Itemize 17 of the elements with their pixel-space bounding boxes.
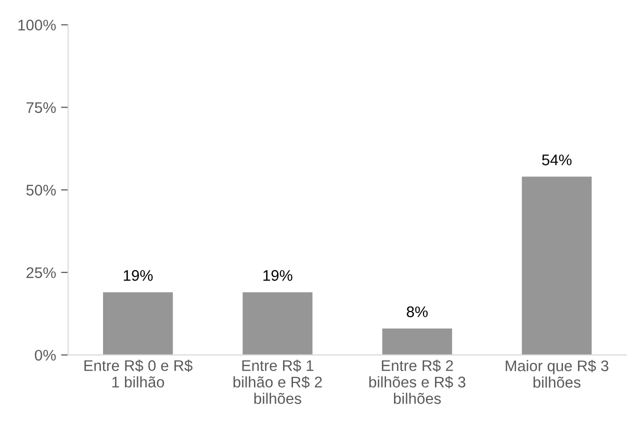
data-label: 8% [406, 306, 428, 318]
y-tick-label: 50% [26, 184, 56, 196]
data-label: 19% [263, 270, 292, 281]
y-tick-label: 75% [26, 102, 56, 114]
y-tick-label: 100% [18, 20, 56, 30]
bar [382, 328, 452, 355]
bar [522, 176, 592, 355]
x-tick-label: Entre R$ 2 bilhões e R$ 3 bilhões [369, 360, 466, 404]
x-tick-label: Entre R$ 0 e R$ 1 bilhão [84, 360, 192, 388]
x-tick-label: Entre R$ 1 bilhão e R$ 2 bilhões [234, 360, 322, 404]
data-label: 19% [124, 270, 153, 281]
bar [103, 292, 173, 355]
data-label: 54% [542, 154, 572, 166]
y-tick-label: 0% [34, 350, 56, 361]
bar [242, 292, 312, 355]
x-tick-label: Maior que R$ 3 bilhões [506, 360, 608, 388]
y-tick-label: 25% [26, 267, 56, 278]
